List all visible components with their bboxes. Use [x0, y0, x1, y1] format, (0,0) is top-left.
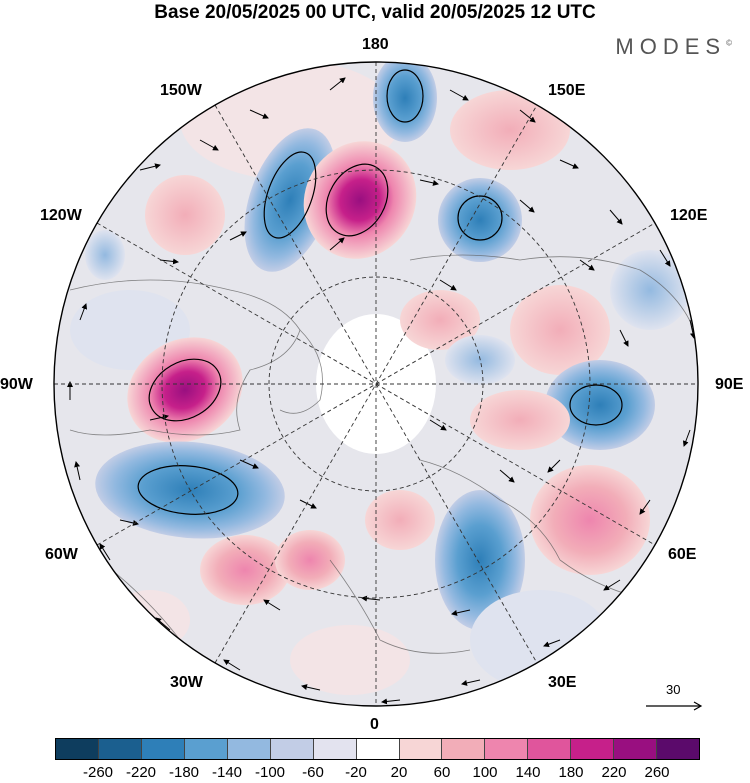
brand-logo: MODES© [615, 34, 732, 60]
colorbar-swatch [356, 739, 400, 759]
lon-label-90w: 90W [0, 376, 33, 393]
colorbar-tick-label: 60 [433, 764, 451, 781]
colorbar-tick-label: -100 [254, 764, 286, 781]
lon-label-60w: 60W [45, 546, 78, 563]
colorbar-tick-label: -140 [211, 764, 243, 781]
colorbar-ticks: -260 -220 -180 -140 -100 -60 -20 20 60 100 140 180 2… [55, 764, 700, 783]
lon-label-90e: 90E [715, 376, 744, 393]
anomaly-field [54, 62, 698, 706]
graticule [54, 62, 698, 706]
colorbar-tick-label: 180 [558, 764, 584, 781]
colorbar-tick-label: -60 [302, 764, 324, 781]
lon-label-120e: 120E [670, 207, 708, 224]
colorbar-swatch [614, 739, 658, 759]
reference-vector-arrow [646, 701, 703, 711]
colorbar-tick-label: -20 [345, 764, 367, 781]
colorbar-swatch [528, 739, 572, 759]
colorbar-tick-label: -220 [125, 764, 157, 781]
lon-label-0: 0 [370, 716, 379, 733]
colorbar [55, 738, 700, 760]
map-title: Base 20/05/2025 00 UTC, valid 20/05/2025… [154, 2, 596, 23]
colorbar-tick-label: 140 [515, 764, 541, 781]
colorbar-swatch [270, 739, 314, 759]
colorbar-swatch [442, 739, 486, 759]
lon-label-30w: 30W [170, 674, 203, 691]
colorbar-tick-label: -180 [168, 764, 200, 781]
lon-label-180: 180 [362, 36, 389, 53]
colorbar-tick-label: 260 [644, 764, 670, 781]
colorbar-swatch [56, 739, 99, 759]
colorbar-tick-label: 220 [601, 764, 627, 781]
lon-label-60e: 60E [668, 546, 697, 563]
colorbar-swatch [657, 739, 700, 759]
colorbar-swatch [399, 739, 443, 759]
colorbar-swatch [98, 739, 142, 759]
colorbar-swatch [313, 739, 357, 759]
colorbar-tick-label: -260 [82, 764, 114, 781]
colorbar-swatch [227, 739, 271, 759]
lon-label-150e: 150E [548, 82, 586, 99]
lon-label-30e: 30E [548, 674, 577, 691]
colorbar-swatch [141, 739, 185, 759]
lon-label-120w: 120W [40, 207, 82, 224]
colorbar-swatch [184, 739, 228, 759]
map-boundary [53, 61, 699, 707]
colorbar-tick-label: 20 [390, 764, 408, 781]
reference-vector-label: 30 [666, 682, 681, 697]
lon-label-150w: 150W [160, 82, 202, 99]
colorbar-swatch [485, 739, 529, 759]
colorbar-tick-label: 100 [472, 764, 498, 781]
colorbar-swatch [571, 739, 615, 759]
brand-mark: © [726, 38, 732, 48]
brand-name: MODES [615, 34, 727, 59]
